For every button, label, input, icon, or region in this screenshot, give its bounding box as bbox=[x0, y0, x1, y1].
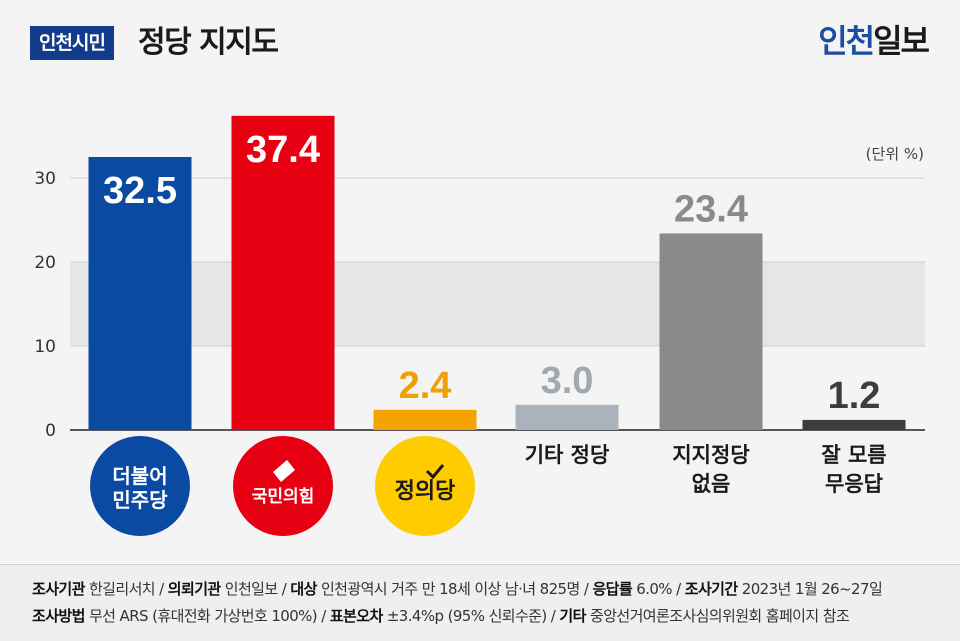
survey-field-label: 조사기간 bbox=[684, 580, 738, 598]
category-label: 더불어 bbox=[112, 464, 167, 488]
survey-field-value: 6.0% bbox=[636, 580, 672, 598]
bar bbox=[515, 404, 619, 430]
survey-field-label: 의뢰기관 bbox=[167, 580, 221, 598]
bar bbox=[88, 157, 192, 430]
survey-field-value: 한길리서치 bbox=[88, 580, 156, 598]
bar bbox=[802, 419, 906, 430]
category-label: 잘 모름 bbox=[821, 443, 886, 467]
party-logo-circle bbox=[233, 436, 333, 536]
data-label: 3.0 bbox=[541, 360, 594, 402]
data-label: 37.4 bbox=[246, 129, 320, 171]
y-tick-label: 10 bbox=[34, 337, 56, 357]
brand-part1: 인천 bbox=[818, 22, 875, 60]
brand-part2: 일보 bbox=[873, 22, 930, 60]
survey-field-value: 무선 ARS (휴대전화 가상번호 100%) bbox=[88, 607, 318, 625]
survey-field-label: 표본오차 bbox=[329, 607, 383, 625]
party-logo-circle bbox=[375, 436, 475, 536]
survey-field-label: 응답률 bbox=[592, 580, 633, 598]
bar bbox=[659, 233, 763, 430]
category-label: 지지정당 bbox=[672, 443, 749, 467]
survey-field-value: ±3.4%p (95% 신뢰수준) bbox=[386, 607, 547, 625]
chart-title: 정당 지지도 bbox=[138, 25, 279, 60]
survey-field-value: 2023년 1월 26~27일 bbox=[741, 580, 883, 598]
survey-field-value: 중앙선거여론조사심의위원회 홈페이지 참조 bbox=[590, 607, 850, 625]
category-label: 민주당 bbox=[112, 488, 168, 512]
data-label: 1.2 bbox=[828, 375, 881, 417]
data-label: 32.5 bbox=[103, 170, 177, 212]
brand-logo: 인천일보 bbox=[818, 18, 930, 64]
category-label: 무응답 bbox=[825, 472, 883, 496]
data-label: 2.4 bbox=[399, 365, 452, 407]
party-logo-circle bbox=[90, 436, 190, 536]
category-label: 국민의힘 bbox=[252, 486, 315, 507]
party-logo-check bbox=[425, 464, 445, 480]
category-label: 기타 정당 bbox=[525, 443, 610, 467]
survey-field-label: 조사기관 bbox=[32, 580, 85, 598]
unit-label: (단위 %) bbox=[865, 145, 924, 163]
y-tick-label: 0 bbox=[45, 421, 56, 441]
region-badge: 인천시민 bbox=[30, 26, 114, 60]
survey-field-label: 조사방법 bbox=[32, 607, 85, 625]
survey-info-line-2: 조사방법 무선 ARS (휴대전화 가상번호 100%) / 표본오차 ±3.4… bbox=[32, 607, 850, 625]
category-label: 없음 bbox=[692, 472, 731, 496]
bar bbox=[373, 409, 477, 430]
survey-info-line-1: 조사기관 한길리서치 / 의뢰기관 인천일보 / 대상 인천광역시 거주 만 1… bbox=[32, 580, 883, 598]
survey-field-label: 대상 bbox=[290, 580, 317, 598]
party-logo-mark bbox=[273, 460, 295, 482]
survey-field-value: 인천일보 bbox=[224, 580, 278, 598]
y-tick-label: 20 bbox=[34, 253, 56, 273]
category-label: 정의당 bbox=[395, 479, 456, 504]
survey-field-label: 기타 bbox=[559, 607, 586, 625]
survey-field-value: 인천광역시 거주 만 18세 이상 남·녀 825명 bbox=[320, 580, 580, 598]
y-tick-label: 30 bbox=[34, 169, 56, 189]
survey-footer: 조사기관 한길리서치 / 의뢰기관 인천일보 / 대상 인천광역시 거주 만 1… bbox=[0, 564, 960, 641]
grid-band bbox=[70, 262, 925, 346]
bar bbox=[231, 115, 335, 430]
header: 인천시민 정당 지지도 인천일보 bbox=[0, 0, 960, 80]
data-label: 23.4 bbox=[674, 188, 748, 230]
